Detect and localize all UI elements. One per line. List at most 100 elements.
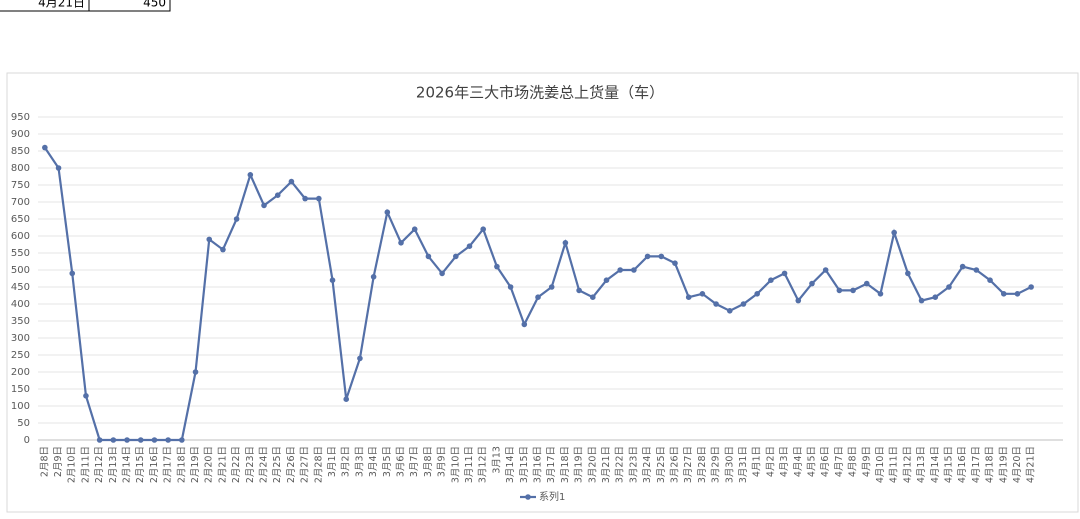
- x-tick-label: 3月7日: [409, 446, 420, 477]
- x-tick-label: 4月15日: [943, 446, 954, 483]
- point: [631, 267, 637, 273]
- x-tick-label: 4月8日: [848, 446, 859, 477]
- x-tick-label: 2月15日: [135, 446, 146, 483]
- y-tick-label: 200: [11, 367, 30, 378]
- x-tick-label: 3月6日: [396, 446, 407, 477]
- point: [685, 294, 692, 301]
- x-tick-label: 2月28日: [313, 446, 324, 483]
- point: [206, 236, 213, 243]
- x-tick-label: 2月14日: [122, 446, 133, 483]
- x-tick-label: 4月6日: [820, 446, 831, 477]
- x-tick-label: 3月17日: [546, 446, 557, 483]
- x-tick-label: 3月29日: [711, 446, 722, 483]
- y-tick-label: 600: [11, 231, 30, 242]
- point: [83, 393, 89, 399]
- x-tick-label: 2月12日: [94, 446, 105, 483]
- point: [617, 267, 623, 273]
- point: [480, 226, 487, 232]
- x-tick-label: 2月26日: [286, 446, 297, 483]
- point: [973, 267, 980, 273]
- point: [302, 195, 308, 202]
- x-tick-label: 2月25日: [272, 446, 283, 483]
- x-tick-label: 3月27日: [683, 446, 694, 483]
- point: [836, 287, 843, 294]
- x-tick-label: 3月2日: [341, 446, 352, 477]
- x-tick-label: 2月18日: [176, 446, 187, 483]
- x-tick-label: 2月20日: [204, 446, 215, 483]
- point: [822, 267, 829, 273]
- point: [768, 277, 774, 284]
- point: [932, 294, 939, 301]
- x-tick-label: 3月19日: [574, 446, 585, 483]
- point: [726, 308, 733, 314]
- point: [179, 437, 185, 443]
- point: [233, 216, 240, 222]
- point: [247, 172, 254, 178]
- y-tick-label: 900: [11, 129, 30, 140]
- y-tick-label: 450: [11, 282, 30, 293]
- x-tick-label: 4月14日: [930, 446, 941, 483]
- x-tick-label: 3月30日: [724, 446, 735, 483]
- x-tick-label: 2月27日: [300, 446, 311, 483]
- x-tick-label: 3月31日: [738, 446, 749, 483]
- x-tick-label: 3月25日: [656, 446, 667, 483]
- point: [850, 287, 856, 294]
- y-tick-label: 300: [11, 333, 30, 344]
- cell[interactable]: [88, 0, 171, 12]
- y-tick-label: 750: [11, 180, 30, 191]
- x-tick-label: 3月28日: [697, 446, 708, 483]
- point: [535, 294, 541, 301]
- x-tick-label: 3月18日: [560, 446, 571, 483]
- x-tick-label: 3月3日: [354, 446, 365, 477]
- x-tick-label: 2月19日: [190, 446, 201, 483]
- x-tick-label: 4月18日: [985, 446, 996, 483]
- point: [562, 240, 569, 246]
- x-tick-label: 3月15日: [519, 446, 530, 483]
- point: [1000, 291, 1007, 297]
- x-tick-label: 4月3日: [779, 446, 790, 477]
- x-tick-label: 3月5日: [382, 446, 393, 477]
- legend-marker: [525, 494, 531, 500]
- point: [96, 437, 103, 443]
- point: [589, 294, 596, 301]
- point: [494, 263, 500, 270]
- x-tick-label: 2月22日: [231, 446, 242, 483]
- x-tick-label: 2月24日: [259, 446, 270, 483]
- point: [699, 291, 706, 297]
- point: [425, 253, 432, 260]
- point: [69, 270, 76, 277]
- x-tick-label: 2月13日: [108, 446, 119, 483]
- x-tick-label: 4月11日: [889, 446, 900, 483]
- point: [288, 178, 295, 185]
- point: [891, 229, 897, 236]
- point: [946, 284, 952, 290]
- y-tick-label: 800: [11, 163, 30, 174]
- y-tick-label: 150: [11, 384, 30, 395]
- point: [110, 437, 117, 443]
- x-tick-label: 4月20日: [1012, 446, 1023, 483]
- point: [740, 301, 747, 307]
- x-tick-label: 3月21日: [601, 446, 612, 483]
- point: [603, 277, 610, 284]
- y-tick-label: 950: [11, 112, 30, 123]
- point: [370, 274, 377, 280]
- point: [1014, 291, 1021, 297]
- point: [124, 437, 130, 443]
- x-tick-label: 3月10日: [450, 446, 461, 483]
- point: [987, 277, 993, 284]
- y-tick-label: 250: [11, 350, 30, 361]
- x-tick-label: 4月21日: [1026, 446, 1037, 483]
- x-tick-label: 3月22日: [615, 446, 626, 483]
- x-tick-label: 3月12日: [478, 446, 489, 483]
- x-tick-label: 3月14日: [505, 446, 516, 483]
- point: [329, 277, 336, 284]
- point: [165, 437, 171, 443]
- point: [261, 202, 267, 209]
- point: [918, 297, 925, 304]
- x-tick-label: 3月26日: [669, 446, 680, 483]
- x-tick-label: 2月17日: [163, 446, 174, 483]
- y-tick-label: 550: [11, 248, 30, 259]
- point: [1028, 284, 1034, 290]
- x-tick-label: 2月16日: [149, 446, 160, 483]
- point: [507, 284, 514, 290]
